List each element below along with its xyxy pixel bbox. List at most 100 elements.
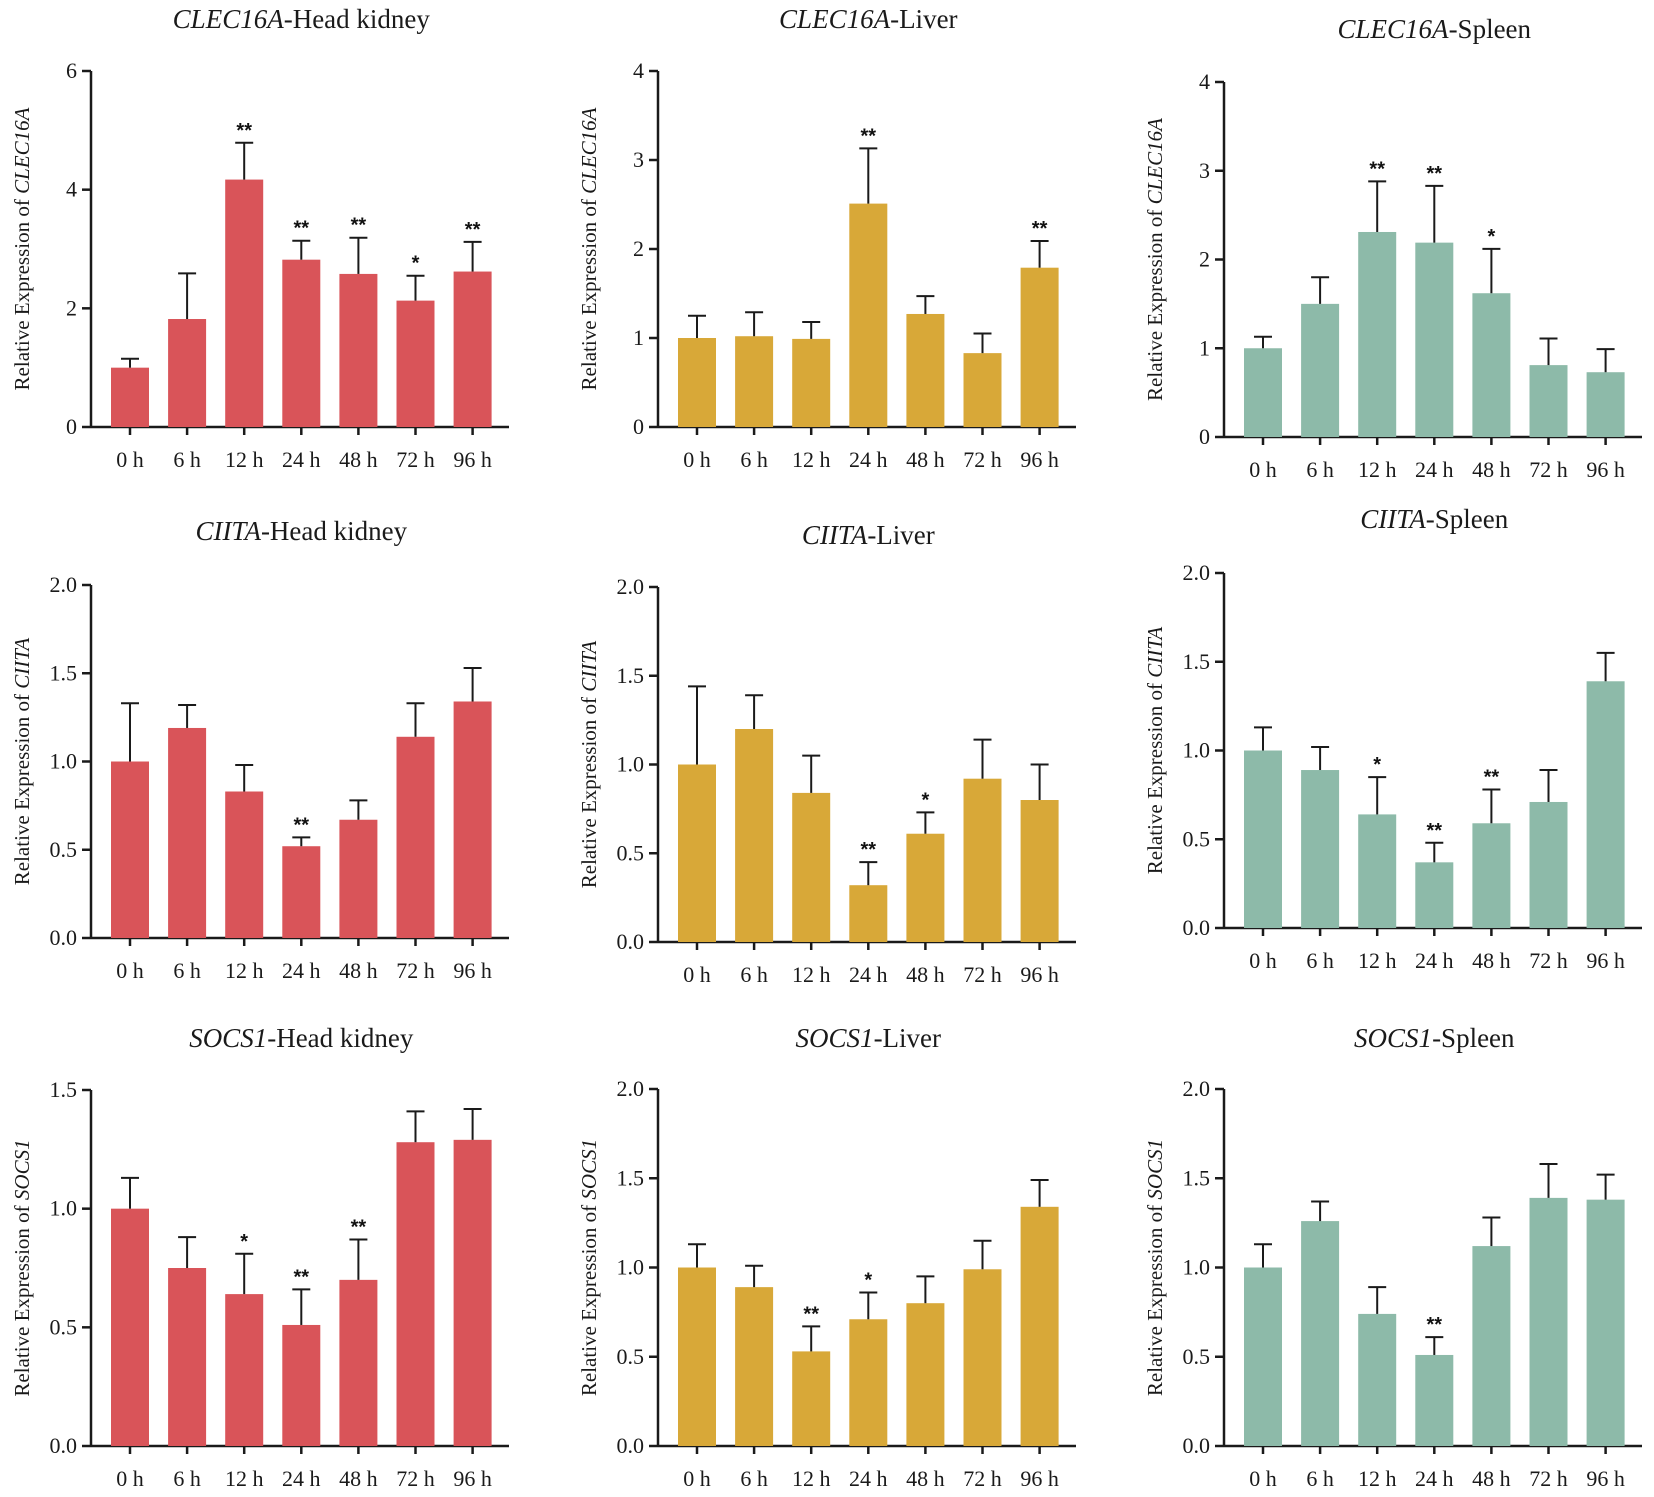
y-tick-label: 2.0 [50, 572, 78, 597]
bar-96h [453, 1139, 492, 1446]
title-tissue: -Liver [867, 520, 934, 550]
x-tick-label: 6 h [1306, 1466, 1334, 1491]
x-tick-label: 96 h [1586, 457, 1625, 482]
bar-48h [906, 833, 945, 942]
x-tick-label: 72 h [963, 447, 1002, 472]
x-tick-label: 12 h [792, 1466, 831, 1491]
bar-96h [453, 271, 492, 427]
x-tick-label: 72 h [1529, 948, 1568, 973]
y-tick-label: 2 [66, 295, 77, 320]
y-axis-label-prefix: Relative Expression of [1143, 678, 1167, 875]
x-tick-label: 24 h [282, 447, 321, 472]
x-tick-label: 12 h [225, 447, 264, 472]
bar-12h [1358, 231, 1397, 437]
bar-6h [735, 1287, 774, 1446]
x-tick-label: 48 h [906, 962, 945, 987]
x-tick-label: 0 h [683, 1466, 711, 1491]
significance-marker: * [412, 253, 420, 275]
y-tick-label: 0 [1199, 424, 1210, 449]
y-axis-label-prefix: Relative Expression of [577, 1200, 601, 1397]
title-gene: SOCS1 [1354, 1023, 1432, 1053]
x-tick-label: 0 h [116, 1466, 144, 1491]
significance-marker: ** [861, 125, 877, 147]
title-gene: SOCS1 [189, 1023, 267, 1053]
y-tick-label: 1.5 [617, 663, 645, 688]
y-axis-label: Relative Expression of SOCS1 [10, 1139, 34, 1396]
y-tick-label: 1 [1199, 335, 1210, 360]
bar-6h [168, 727, 207, 938]
bar-72h [396, 1142, 435, 1446]
x-tick-label: 72 h [396, 447, 435, 472]
x-tick-label: 0 h [1249, 457, 1277, 482]
y-tick-label: 2.0 [617, 1076, 645, 1101]
title-gene: CIITA [195, 516, 261, 546]
bar-72h [396, 300, 435, 427]
x-tick-label: 0 h [683, 447, 711, 472]
bar-0h [111, 367, 149, 427]
y-tick-label: 0.0 [50, 1433, 78, 1458]
significance-marker: ** [294, 218, 310, 240]
y-axis-label-gene: SOCS1 [10, 1139, 34, 1200]
title-gene: CIITA [1360, 504, 1426, 534]
y-axis-label: Relative Expression of CLEC16A [577, 107, 601, 390]
bar-12h [1358, 814, 1397, 928]
significance-marker: ** [236, 120, 252, 142]
y-tick-label: 0.0 [1183, 915, 1211, 940]
x-tick-label: 48 h [1472, 948, 1511, 973]
y-axis-label: Relative Expression of CIITA [10, 638, 34, 886]
y-axis-label-prefix: Relative Expression of [10, 194, 34, 391]
bar-24h [282, 259, 321, 427]
y-tick-label: 0.5 [50, 1314, 78, 1339]
chart-title: CIITA-Head kidney [195, 516, 407, 546]
x-tick-label: 24 h [282, 958, 321, 983]
significance-marker: ** [1427, 820, 1443, 842]
bar-0h [1244, 1267, 1282, 1446]
bar-48h [1472, 293, 1511, 437]
bar-72h [1529, 1197, 1568, 1446]
title-tissue: -Spleen [1426, 504, 1509, 534]
chart-title: CLEC16A-Spleen [1338, 14, 1532, 44]
y-tick-label: 3 [1199, 158, 1210, 183]
y-tick-label: 1.0 [1183, 738, 1211, 763]
bar-24h [1415, 862, 1454, 928]
x-tick-label: 0 h [1249, 1466, 1277, 1491]
bar-6h [735, 729, 774, 942]
bar-72h [963, 778, 1002, 942]
title-tissue: -Head kidney [267, 1023, 414, 1053]
significance-marker: * [1488, 226, 1496, 248]
bar-48h [339, 273, 378, 427]
bar-72h [963, 1269, 1002, 1446]
bar-0h [678, 764, 716, 942]
title-gene: CIITA [802, 520, 868, 550]
title-tissue: -Spleen [1449, 14, 1532, 44]
y-axis-label-gene: CLEC16A [577, 107, 601, 194]
x-tick-label: 0 h [683, 962, 711, 987]
bar-0h [1244, 750, 1282, 928]
x-tick-label: 96 h [1020, 962, 1059, 987]
y-axis-label-gene: CLEC16A [1143, 118, 1167, 205]
y-tick-label: 3 [633, 147, 644, 172]
x-tick-label: 6 h [1306, 948, 1334, 973]
y-tick-label: 1.5 [50, 660, 78, 685]
significance-marker: * [864, 1269, 872, 1291]
x-tick-label: 96 h [1586, 948, 1625, 973]
bar-48h [906, 1303, 945, 1446]
y-axis-label: Relative Expression of CLEC16A [10, 107, 34, 390]
title-gene: CLEC16A [1338, 14, 1450, 44]
y-tick-label: 1.5 [1183, 649, 1211, 674]
chart-title: CIITA-Liver [802, 520, 935, 550]
y-tick-label: 0 [633, 414, 644, 439]
x-tick-label: 6 h [1306, 457, 1334, 482]
bar-96h [1020, 1206, 1059, 1446]
x-tick-label: 72 h [396, 958, 435, 983]
bar-6h [168, 1268, 207, 1446]
significance-marker: ** [465, 219, 481, 241]
bar-96h [1020, 267, 1059, 427]
y-tick-label: 1.5 [50, 1077, 78, 1102]
y-tick-label: 2.0 [617, 574, 645, 599]
bar-12h [1358, 1313, 1397, 1446]
bar-6h [1301, 1221, 1340, 1446]
significance-marker: ** [351, 1217, 367, 1239]
